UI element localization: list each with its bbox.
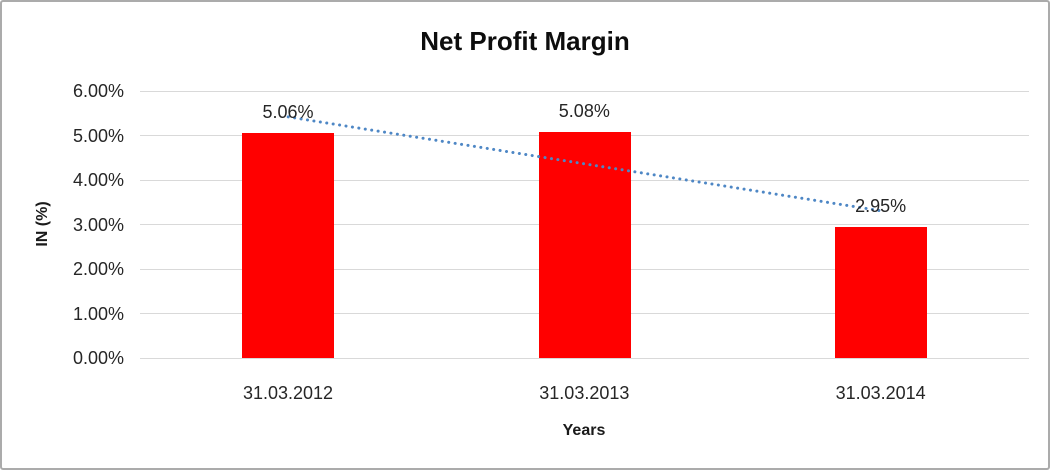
x-tick-label: 31.03.2012 [242,383,334,403]
bar-31.03.2013 [538,131,631,358]
bar-31.03.2012 [242,132,335,358]
y-tick-label: 6.00% [72,81,124,101]
x-tick-label: 31.03.2013 [539,383,630,403]
data-label: 2.95% [855,195,907,216]
chart-title: Net Profit Margin [420,26,630,56]
data-label: 5.08% [558,100,610,121]
gridline [140,90,1029,92]
y-tick-label: 4.00% [72,170,124,190]
y-tick-label: 0.00% [72,348,124,368]
bar-31.03.2014 [834,226,927,358]
y-tick-label: 1.00% [72,303,124,324]
gridline [140,357,1029,359]
x-axis-title: Years [562,422,606,439]
y-tick-label: 2.00% [72,259,124,279]
data-label: 5.06% [262,101,314,122]
y-tick-label: 3.00% [72,214,124,235]
y-tick-label: 5.00% [72,125,124,146]
x-tick-label: 31.03.2014 [835,383,926,403]
